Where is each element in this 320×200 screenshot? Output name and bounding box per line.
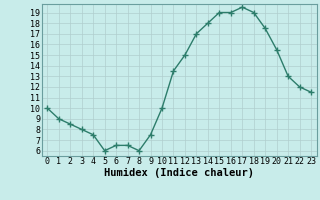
X-axis label: Humidex (Indice chaleur): Humidex (Indice chaleur)	[104, 168, 254, 178]
